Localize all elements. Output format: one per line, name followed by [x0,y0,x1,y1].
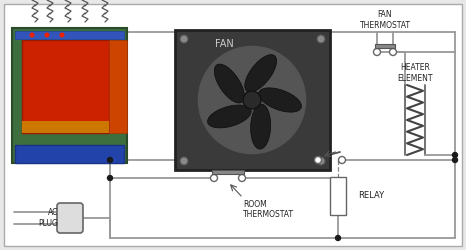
Text: FAN: FAN [215,39,234,49]
Bar [375,44,395,48]
Text: FAN
THERMOSTAT: FAN THERMOSTAT [359,10,411,30]
Circle shape [317,157,325,165]
Circle shape [317,35,325,43]
Text: RELAY: RELAY [358,192,384,200]
Circle shape [452,158,458,162]
Circle shape [239,174,246,182]
Text: ROOM
THERMOSTAT: ROOM THERMOSTAT [243,200,294,220]
Ellipse shape [259,88,302,112]
Ellipse shape [207,105,251,128]
Circle shape [452,152,458,158]
Circle shape [315,156,322,164]
Circle shape [44,32,49,38]
Text: AC
PLUG: AC PLUG [38,208,58,228]
Bar [109,40,127,133]
Bar [330,177,346,215]
Ellipse shape [214,64,244,103]
Bar [22,40,109,133]
Bar [212,170,244,174]
Text: HEATER
ELEMENT: HEATER ELEMENT [397,63,433,83]
FancyBboxPatch shape [12,28,127,163]
Bar [175,30,330,170]
Circle shape [60,32,64,38]
FancyBboxPatch shape [57,203,83,233]
Circle shape [336,236,341,240]
Bar [22,121,109,133]
Circle shape [243,91,261,109]
Circle shape [390,48,397,56]
Circle shape [180,157,188,165]
Circle shape [108,158,112,162]
Bar [15,31,124,39]
Circle shape [211,174,218,182]
Circle shape [197,45,307,155]
Circle shape [374,48,381,56]
Circle shape [29,32,34,38]
Ellipse shape [245,54,277,92]
Circle shape [338,156,345,164]
Bar [15,145,124,163]
Circle shape [180,35,188,43]
Ellipse shape [251,104,271,149]
Circle shape [108,176,112,180]
